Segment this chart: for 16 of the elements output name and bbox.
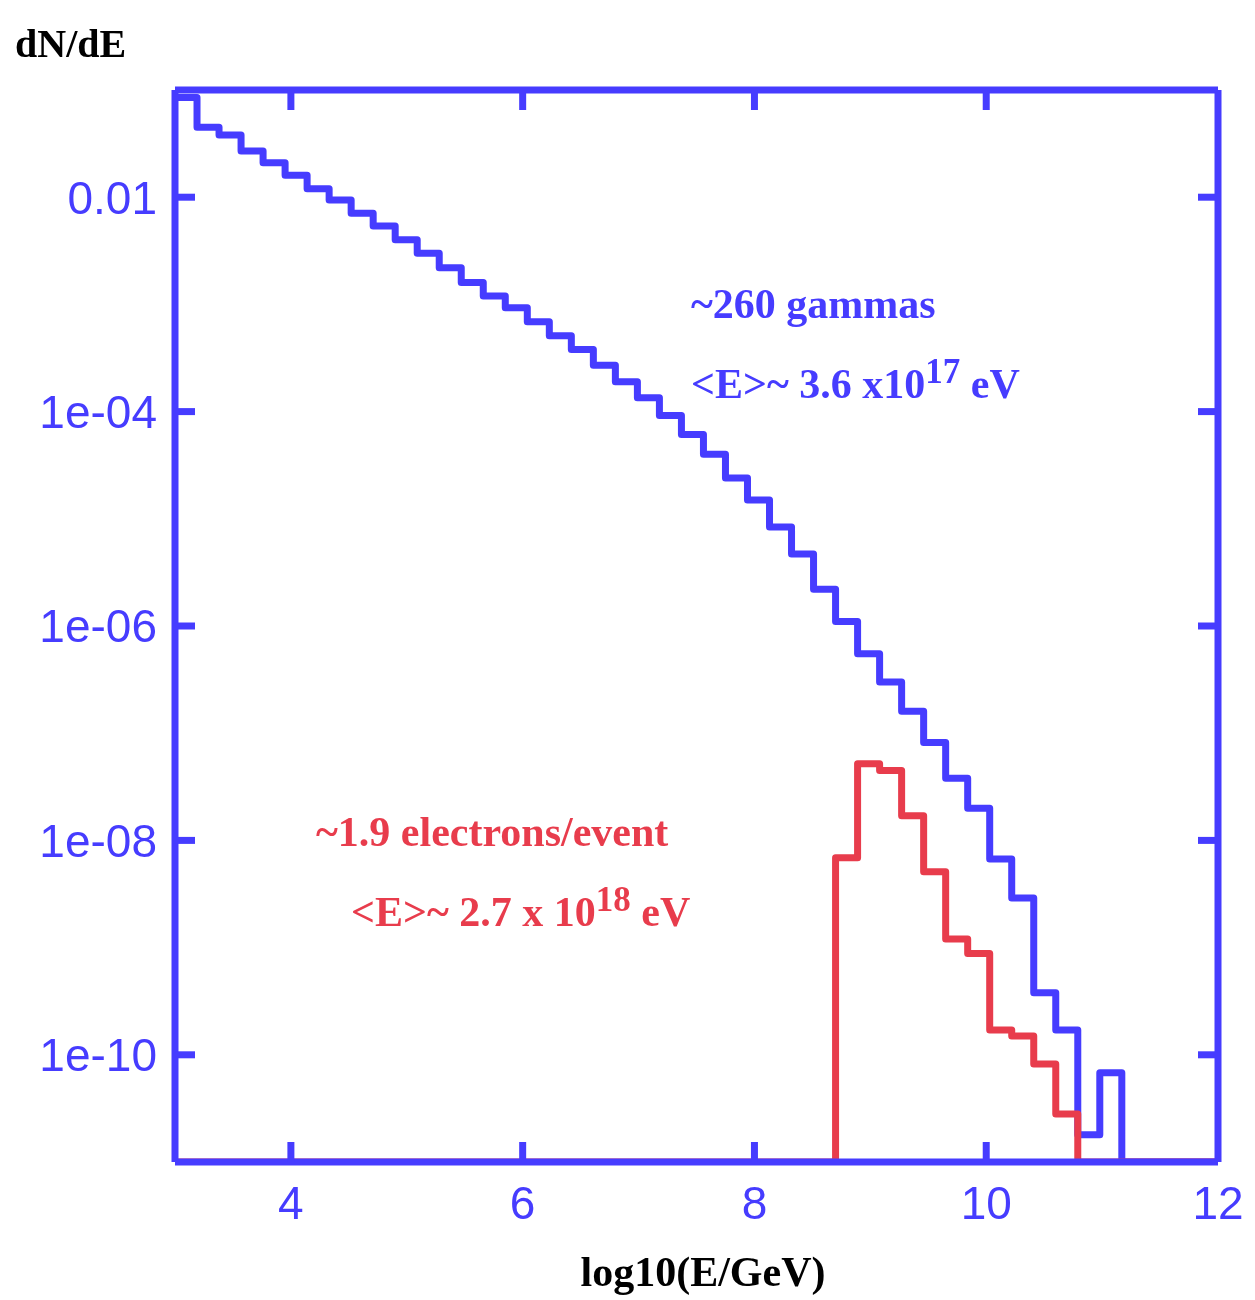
y-tick-label: 1e-06	[39, 600, 157, 653]
y-tick-label: 1e-04	[39, 385, 157, 438]
y-tick-label: 1e-10	[39, 1029, 157, 1082]
y-tick-label: 0.01	[67, 171, 157, 224]
x-tick-label: 4	[278, 1176, 304, 1229]
x-tick-label: 8	[741, 1176, 768, 1229]
x-tick-label: 12	[1192, 1176, 1244, 1229]
x-axis-title: log10(E/GeV)	[579, 1248, 827, 1296]
text: ~1.9 electrons/event	[316, 808, 670, 857]
series-label: ~260 gammas	[691, 280, 937, 329]
annotation: <E>~ 2.7 x 10$^{18}$ eV	[350, 879, 691, 937]
annotation: <E>~ 3.6 x10$^{17}$ eV	[691, 351, 1020, 409]
y-tick-label: 1e-08	[39, 814, 157, 867]
x-tick-label: 10	[960, 1176, 1012, 1229]
x-tick-label: 6	[509, 1176, 536, 1229]
y-axis-title: dN/dE	[15, 20, 127, 67]
